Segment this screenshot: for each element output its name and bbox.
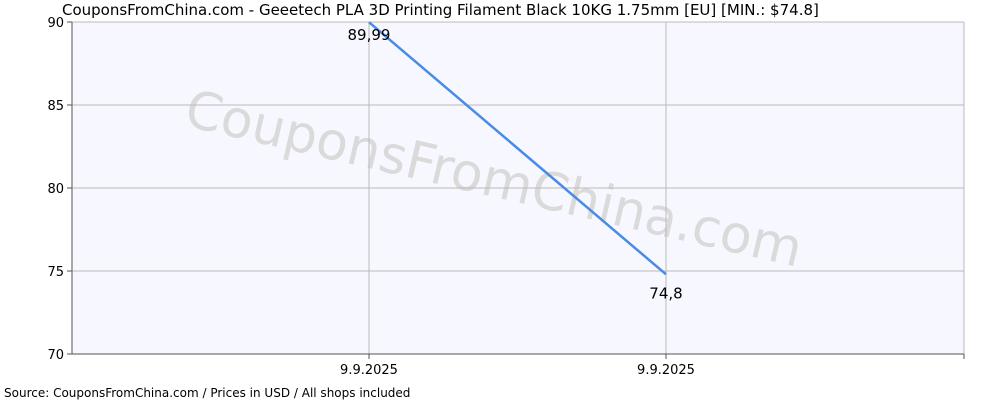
y-tick-label: 90: [47, 16, 64, 31]
x-tick-label: 9.9.2025: [340, 363, 398, 378]
axes: 70 75 80 85 90 9.9.2025 9.9.2025: [47, 16, 965, 378]
x-tick-label: 9.9.2025: [637, 363, 695, 378]
source-note: Source: CouponsFromChina.com / Prices in…: [4, 386, 411, 400]
data-label: 89,99: [348, 26, 391, 44]
y-tick-label: 85: [47, 99, 64, 114]
gridlines: [72, 21, 965, 354]
y-tick-label: 70: [47, 348, 64, 363]
chart-title: CouponsFromChina.com - Geeetech PLA 3D P…: [62, 1, 819, 19]
series-line-group: [368, 21, 667, 276]
y-tick-label: 75: [47, 265, 64, 280]
price-series-line: [368, 21, 667, 276]
data-label: 74,8: [649, 284, 682, 302]
y-tick-label: 80: [47, 182, 64, 197]
data-labels: 89,99 74,8: [348, 26, 683, 302]
